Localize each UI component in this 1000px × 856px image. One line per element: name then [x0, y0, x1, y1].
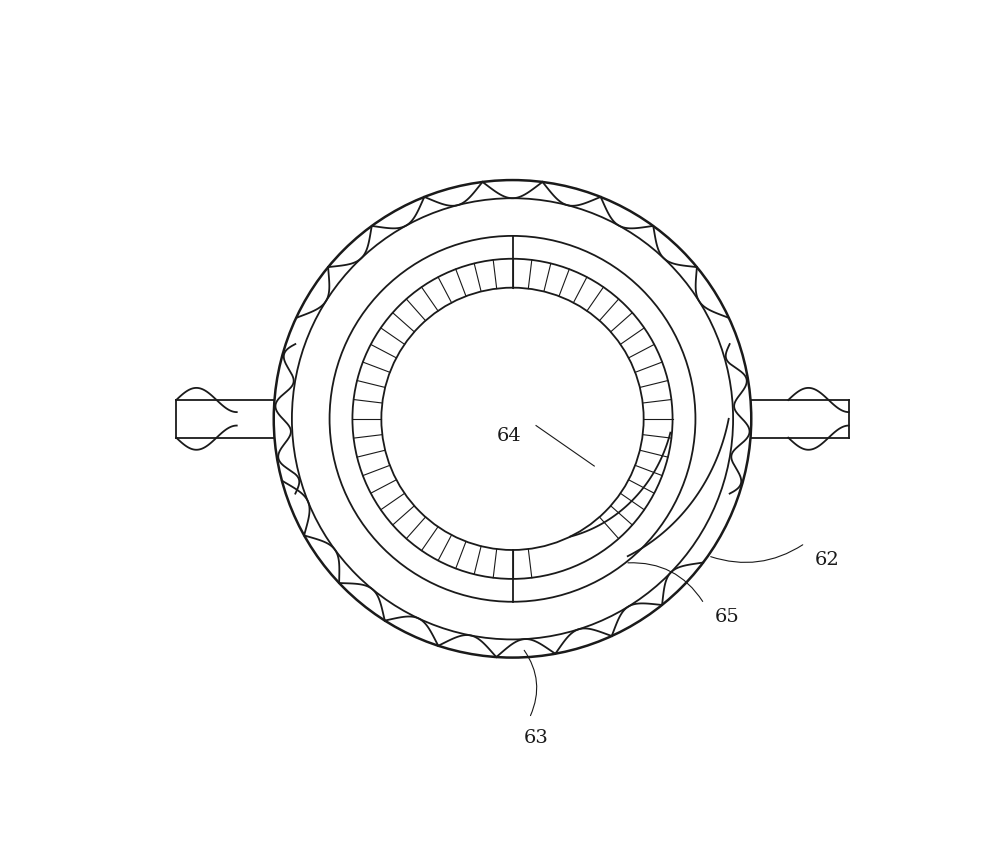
Text: 63: 63	[524, 729, 548, 747]
Text: 62: 62	[815, 551, 840, 569]
Text: 65: 65	[714, 609, 739, 627]
Text: 64: 64	[497, 426, 522, 444]
